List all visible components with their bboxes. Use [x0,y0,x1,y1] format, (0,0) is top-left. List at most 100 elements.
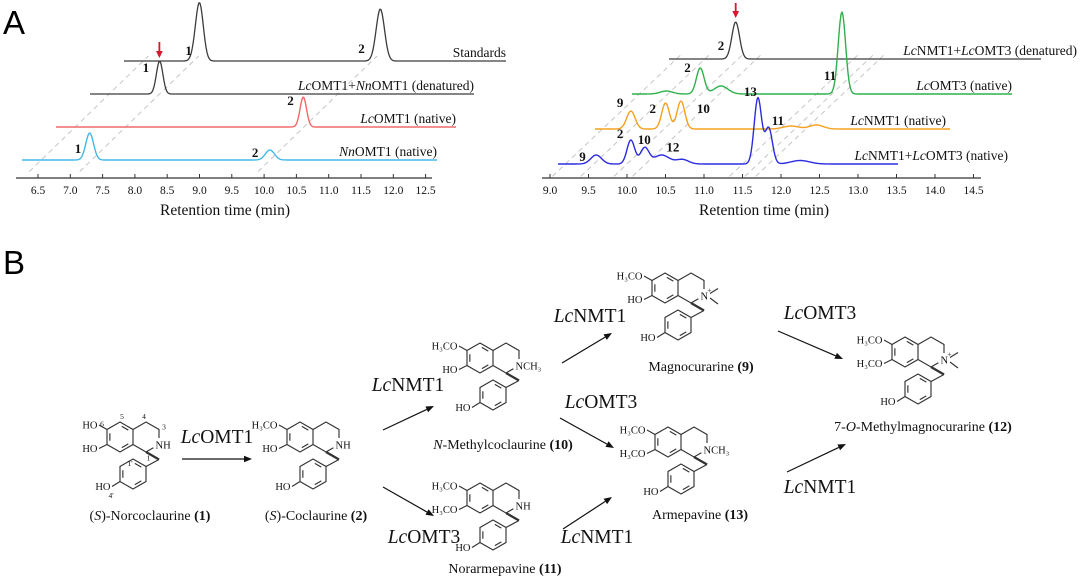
peak-label-1: 1 [143,60,150,75]
substituent-6-label: H₃CO [857,336,883,347]
peak-label-9: 9 [579,149,586,164]
compound-caption-1: (S)-Norcoclaurine (1) [90,509,211,524]
bond [458,504,468,511]
double-bond [919,395,927,401]
substituent-6-label: H₃CO [432,342,458,353]
compound-caption-13: Armepavine (13) [652,508,748,523]
x-tick-label: 9.5 [225,185,240,197]
double-bond [669,430,677,436]
x-tick-label: 14.0 [925,185,945,197]
position-number-1p: 1' [127,459,133,468]
n-methyl-bond [949,361,959,369]
x-tick-label: 10.0 [254,185,274,197]
double-bond [314,480,322,486]
enzyme-label-LcNMT1: LcNMT1 [371,375,445,396]
enzyme-label-LcOMT1: LcOMT1 [180,427,254,448]
ring-bond [677,272,705,304]
compound-caption-11: Norarmepavine (11) [448,562,561,577]
enzyme-label-LcNMT1: LcNMT1 [783,477,857,498]
x-tick-label: 11.5 [351,185,371,197]
compound-structure-2: HO H₃CO HO NH [252,421,351,494]
nitrogen-label: NCH₃ [516,362,542,373]
substituent-6-label: H₃CO [252,421,278,432]
reaction-arrow [786,446,840,473]
peak-label-2: 2 [684,60,691,75]
reaction-arrow [382,408,428,431]
peak-label-1: 1 [75,141,82,156]
reaction-arrowhead-icon [425,509,434,516]
trace-name-label: LcOMT1 (native) [359,111,456,126]
bond [111,481,121,487]
double-bond [301,425,309,431]
pathway-diagram: HO HO HO NH 6 5 4 3 1 1' 4' (S)-Norcoclaurine (1) HO… [82,272,1012,578]
bond [145,458,160,468]
x-tick-label: 12.0 [383,185,403,197]
bond [646,448,656,455]
reaction-arrow [559,417,608,445]
hydroxyl-label: HO [640,333,656,344]
double-bond [494,401,502,407]
double-bond [494,541,502,547]
bond [98,443,108,450]
ring-bond [492,482,520,514]
peak-label-13: 13 [744,84,758,99]
bond [656,332,666,338]
ring-bond [479,519,507,551]
enzyme-label-LcOMT3: LcOMT3 [783,303,857,324]
n-mask [512,359,526,372]
substituent-7-label: H₃CO [857,359,883,370]
trace-line-LcNMT1-LcOMT3-denatured- [669,21,1041,60]
trace-line-LcOMT1-native- [56,96,456,128]
peak-label-12: 12 [666,140,679,155]
reaction-arrow [562,500,606,530]
nitrogen-charge: + [948,350,952,359]
reaction-1-LcNMT1: LcNMT1 [371,375,445,431]
panel-b-label: B [3,244,26,281]
compound-structure-1: HO HO HO NH 6 5 4 3 1 1' 4' [82,412,171,500]
x-tick-label: 7.5 [95,185,110,197]
peak-label-1: 1 [185,43,192,58]
n-methyl-bond [709,288,719,294]
reaction-arrowhead-icon [425,406,434,413]
x-tick-label: 10.5 [286,185,306,197]
enzyme-label-LcOMT3: LcOMT3 [564,392,638,413]
peak-label-2: 2 [718,38,725,53]
reaction-5-LcNMT1: LcNMT1 [560,497,633,548]
trace-name-label: LcNMT1+LcOMT3 (denatured) [902,43,1077,58]
trace-line-Standards [124,2,506,62]
substituent-6-label: H₃CO [617,272,643,283]
peak-label-10: 10 [697,101,710,116]
ring-bond [667,463,695,495]
substituent-7-label: H₃CO [432,505,458,516]
bond [458,485,468,492]
double-bond [679,313,687,319]
nitrogen-label: NH [156,441,172,452]
bond [325,458,340,468]
peak-label-2: 2 [358,41,365,56]
bond [291,481,301,487]
position-number-3: 3 [162,423,166,432]
reaction-arrowhead-icon [244,455,252,463]
nitrogen-label: NH [336,441,352,452]
x-tick-label: 11.5 [733,185,753,197]
x-tick-label: 11.0 [319,185,339,197]
bond [471,542,481,548]
bond [98,424,108,431]
x-tick-label: 13.0 [848,185,868,197]
nitrogen-label: NH [516,502,532,513]
double-bond [134,462,142,468]
bond [659,486,669,492]
hydroxyl-label: HO [643,487,659,498]
substituent-6-label: HO [82,421,98,432]
double-bond [682,467,690,473]
compound-structure-13: HO H₃CO H₃CO NCH₃ [620,426,730,499]
wedge-bond [145,451,160,461]
peak-label-11: 11 [772,113,784,128]
position-number-6: 6 [100,420,104,429]
ring-bond [312,421,340,453]
substituent-7-label: HO [442,365,458,376]
reaction-6-LcOMT3: LcOMT3 [777,303,857,359]
double-bond [481,346,489,352]
double-bond [481,364,489,370]
compound-caption-12: 7-O-Methylmagnocurarine (12) [834,420,1012,435]
